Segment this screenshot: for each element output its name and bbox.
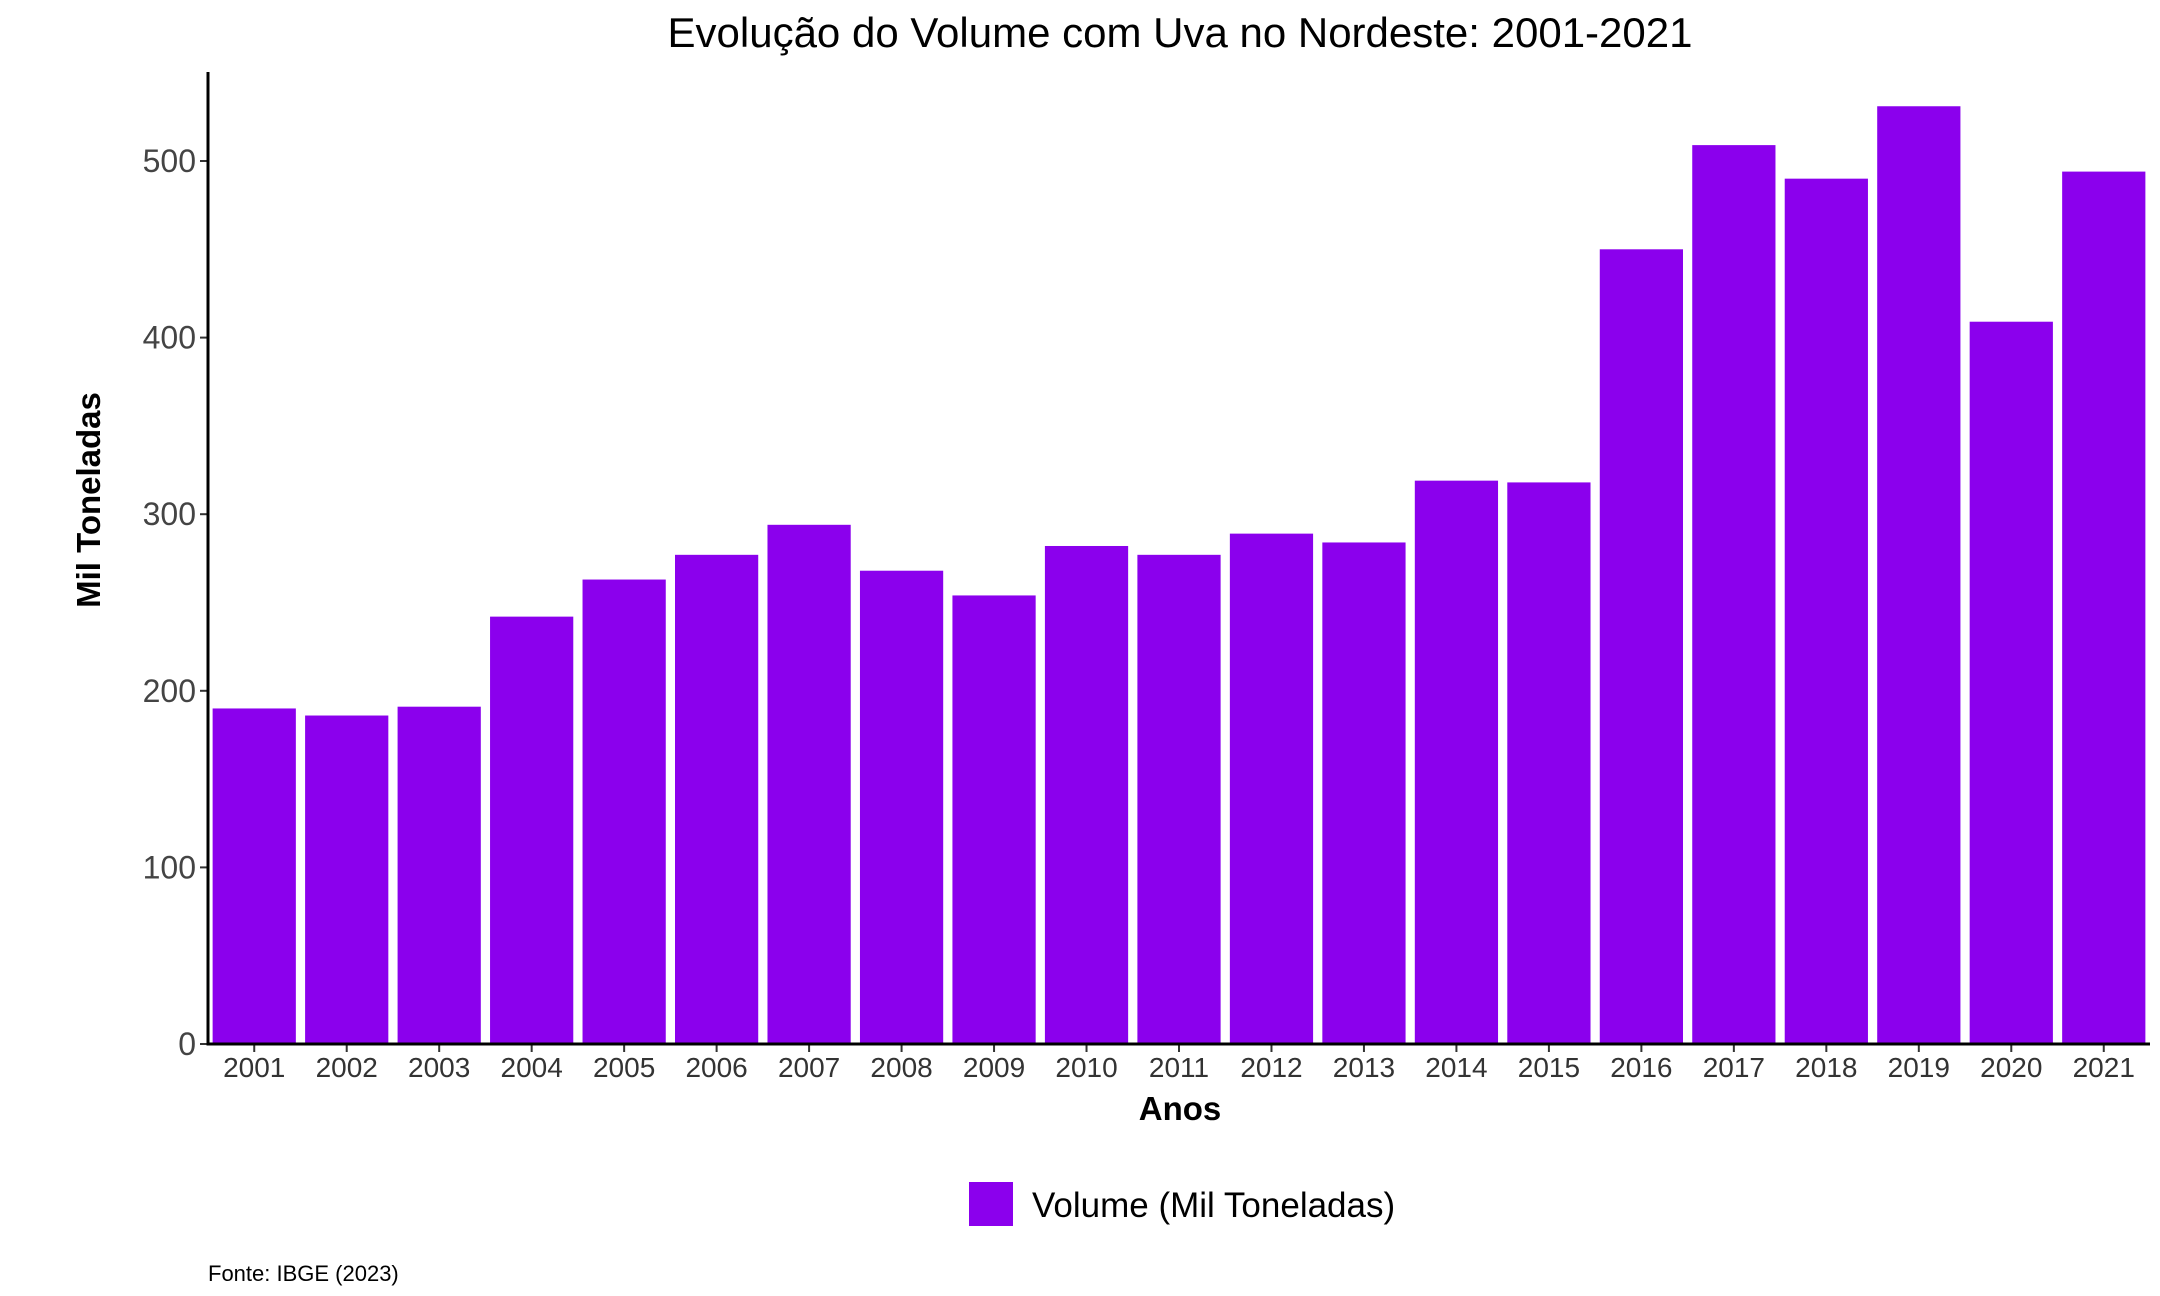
x-tick-label-2011: 2011 xyxy=(1149,1052,1209,1083)
x-tick-label-2009: 2009 xyxy=(963,1052,1025,1083)
bar-2014 xyxy=(1414,480,1499,1044)
bar-2010 xyxy=(1044,545,1129,1044)
x-tick-label-2014: 2014 xyxy=(1425,1052,1487,1083)
bar-2005 xyxy=(582,579,666,1044)
bar-2003 xyxy=(397,706,481,1044)
x-tick-label-2001: 2001 xyxy=(223,1052,285,1083)
y-tick-label-200: 200 xyxy=(143,673,196,709)
x-tick-label-2004: 2004 xyxy=(501,1052,563,1083)
bar-2006 xyxy=(675,554,759,1044)
x-tick-label-2007: 2007 xyxy=(778,1052,840,1083)
x-tick-label-2017: 2017 xyxy=(1703,1052,1765,1083)
bar-2019 xyxy=(1877,106,1961,1044)
bar-2020 xyxy=(1969,321,2053,1045)
y-tick-label-500: 500 xyxy=(143,143,196,179)
bar-2011 xyxy=(1137,554,1221,1044)
bar-2015 xyxy=(1507,482,1591,1044)
y-tick-label-400: 400 xyxy=(143,320,196,356)
source-caption: Fonte: IBGE (2023) xyxy=(208,1261,399,1286)
x-tick-label-2018: 2018 xyxy=(1795,1052,1857,1083)
bar-2001 xyxy=(212,708,296,1044)
x-axis-ticks: 2001 2002 2003 2004 2005 2006 2007 2008 2009 2010… xyxy=(223,1044,2135,1083)
bar-2008 xyxy=(859,570,944,1044)
x-tick-label-2003: 2003 xyxy=(408,1052,470,1083)
x-tick-label-2005: 2005 xyxy=(593,1052,655,1083)
x-tick-label-2015: 2015 xyxy=(1518,1052,1580,1083)
x-tick-label-2012: 2012 xyxy=(1240,1052,1302,1083)
bars-group xyxy=(212,106,2146,1045)
x-tick-label-2002: 2002 xyxy=(316,1052,378,1083)
legend: Volume (Mil Toneladas) xyxy=(969,1182,1395,1226)
bar-2009 xyxy=(952,595,1036,1044)
x-tick-label-2016: 2016 xyxy=(1610,1052,1672,1083)
x-tick-label-2010: 2010 xyxy=(1055,1052,1117,1083)
legend-swatch xyxy=(969,1182,1013,1226)
y-tick-label-0: 0 xyxy=(178,1026,196,1062)
x-tick-label-2021: 2021 xyxy=(2073,1052,2135,1083)
bar-2016 xyxy=(1599,249,1683,1045)
chart-title: Evolução do Volume com Uva no Nordeste: … xyxy=(668,9,1693,56)
bar-2007 xyxy=(767,524,851,1044)
y-axis-ticks: 0 100 200 300 400 500 xyxy=(143,143,208,1062)
bar-2002 xyxy=(305,715,389,1044)
x-tick-label-2020: 2020 xyxy=(1980,1052,2042,1083)
bar-2013 xyxy=(1322,542,1406,1044)
y-tick-label-100: 100 xyxy=(143,849,196,885)
bar-2018 xyxy=(1784,178,1868,1044)
bar-2017 xyxy=(1692,145,1776,1045)
bar-2021 xyxy=(2062,171,2146,1045)
bar-2012 xyxy=(1229,533,1314,1044)
x-tick-label-2013: 2013 xyxy=(1333,1052,1395,1083)
x-tick-label-2006: 2006 xyxy=(685,1052,747,1083)
x-tick-label-2008: 2008 xyxy=(870,1052,932,1083)
y-tick-label-300: 300 xyxy=(143,496,196,532)
legend-label: Volume (Mil Toneladas) xyxy=(1032,1186,1395,1225)
x-axis-title: Anos xyxy=(1139,1090,1222,1127)
x-tick-label-2019: 2019 xyxy=(1888,1052,1950,1083)
y-axis-title: Mil Toneladas xyxy=(70,392,107,608)
bar-2004 xyxy=(490,616,574,1044)
